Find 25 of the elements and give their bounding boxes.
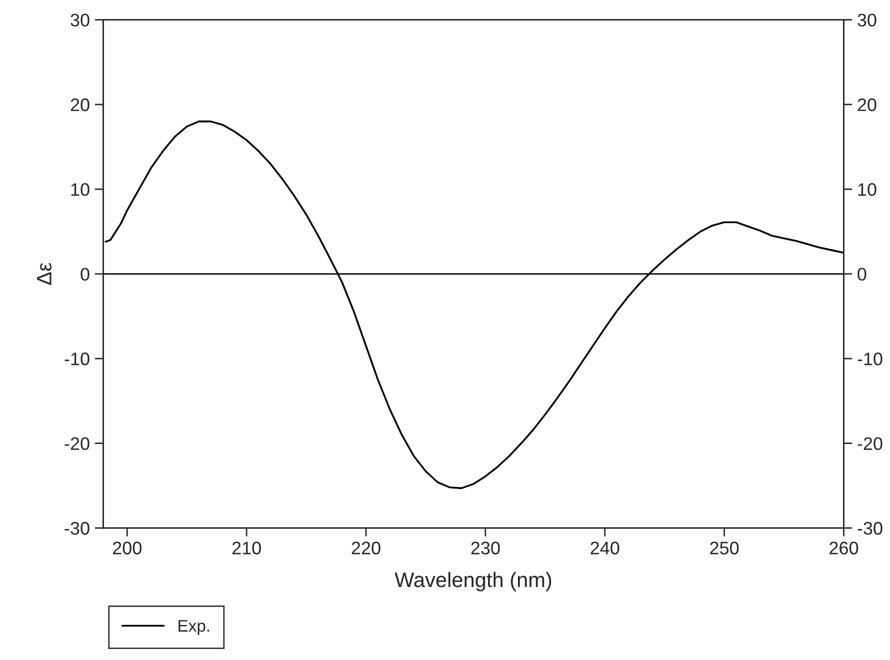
y2-tick-label: 20 — [858, 98, 876, 112]
x-tick-label: 220 — [352, 542, 380, 554]
y2-tick-label: 10 — [858, 183, 876, 196]
y2-tick-label: 0 — [858, 268, 866, 281]
y2-tick-label: -10 — [858, 352, 882, 366]
line-series — [104, 120, 844, 490]
y-tick-label: 10 — [71, 183, 90, 196]
y-axis-title: Δε — [36, 262, 52, 285]
x-tick-label: 210 — [232, 542, 261, 554]
legend-label: Exp. — [178, 620, 210, 636]
y-tick-label: 20 — [70, 98, 90, 112]
x-tick-label: 250 — [710, 542, 739, 554]
y-tick-label: 0 — [80, 268, 90, 281]
y2-tick-label: 30 — [858, 14, 876, 27]
x-tick-label: 230 — [471, 542, 500, 554]
y-tick-label: -10 — [64, 352, 90, 366]
y2-tick-label: -30 — [858, 522, 882, 535]
x-tick-label: 200 — [112, 542, 142, 554]
x-axis-title: Wavelength (nm) — [394, 572, 552, 592]
x-tick-label: 240 — [590, 542, 620, 554]
y2-tick-label: -20 — [858, 437, 882, 450]
y-tick-label: -20 — [64, 437, 90, 450]
x-tick-label: 260 — [830, 542, 858, 554]
y-tick-label: -30 — [64, 522, 90, 535]
y-tick-label: 30 — [70, 14, 90, 27]
